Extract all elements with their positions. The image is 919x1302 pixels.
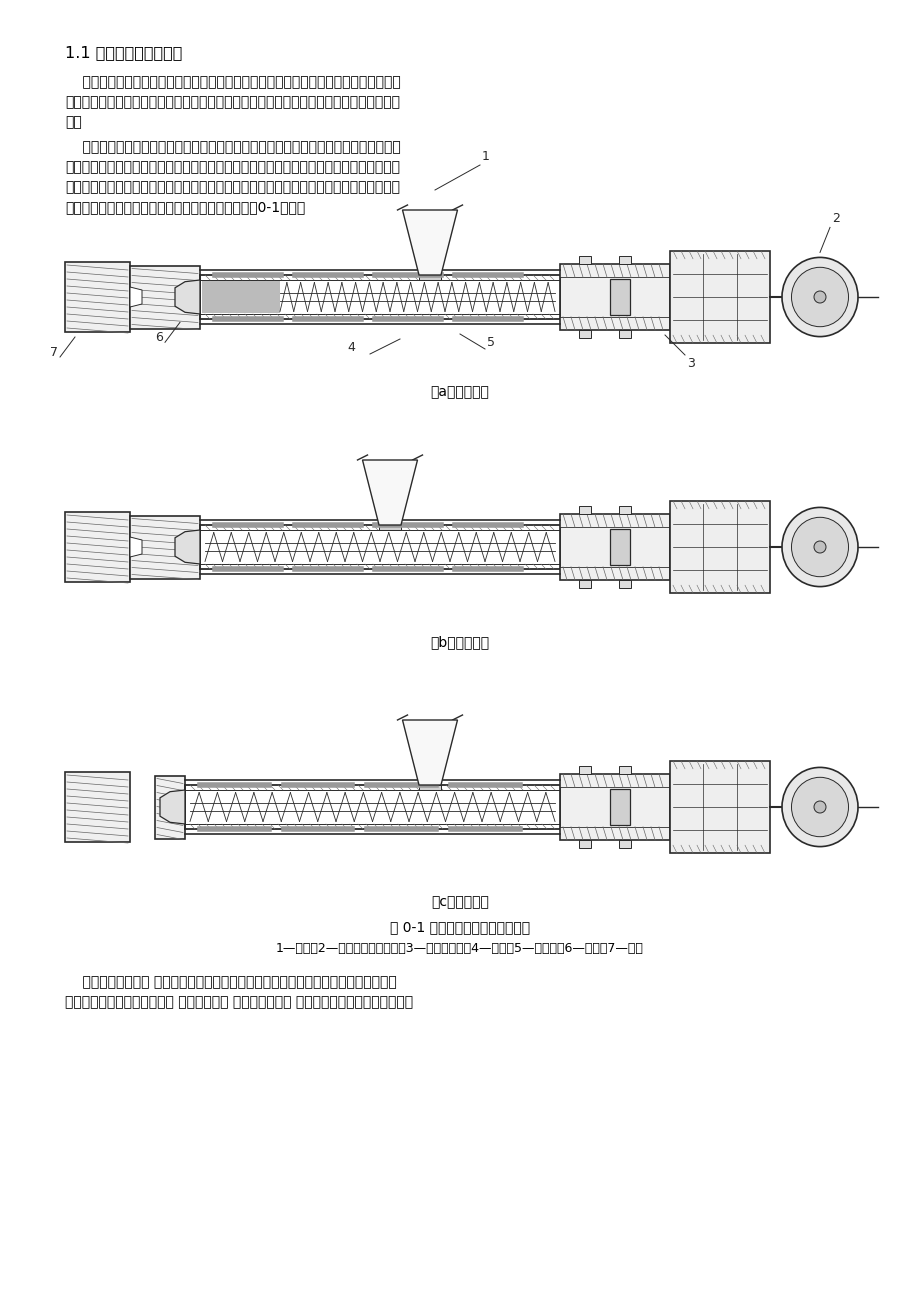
Bar — [154, 776, 185, 838]
Bar — [578, 506, 590, 514]
Bar — [669, 251, 769, 344]
Bar — [560, 264, 669, 329]
Text: 1.1 注射成型原理及特点: 1.1 注射成型原理及特点 — [65, 46, 182, 60]
Polygon shape — [175, 530, 199, 564]
Text: 有的热塑性塑料都可用此方法成型。近年来，注射成型已成功地用来成型某些热固性塑料制: 有的热塑性塑料都可用此方法成型。近年来，注射成型已成功地用来成型某些热固性塑料制 — [65, 95, 400, 109]
Bar — [130, 516, 199, 578]
Text: 件。: 件。 — [65, 115, 82, 129]
Polygon shape — [362, 460, 417, 525]
Bar — [610, 789, 630, 824]
Ellipse shape — [781, 258, 857, 337]
Text: （a）塑化阶段: （a）塑化阶段 — [430, 385, 489, 398]
Bar — [560, 277, 669, 316]
Polygon shape — [130, 286, 142, 307]
Ellipse shape — [781, 767, 857, 846]
Bar — [578, 579, 590, 589]
Text: 溶融塑化成为黏流态溶体，在注射机柱塞或螺杆的高压推动下，以很高的流速通过噴嘴，注: 溶融塑化成为黏流态溶体，在注射机柱塞或螺杆的高压推动下，以很高的流速通过噴嘴，注 — [65, 160, 400, 174]
Text: 注射成型的原理是将颗粒状态或粉状塑料从注射机的料斗送进加热的料筒中，经过加热: 注射成型的原理是将颗粒状态或粉状塑料从注射机的料斗送进加热的料筒中，经过加热 — [65, 141, 401, 154]
Text: 1: 1 — [482, 150, 489, 163]
Bar — [202, 281, 279, 312]
Text: 图 0-1 螺杆式注射机注射成型原理: 图 0-1 螺杆式注射机注射成型原理 — [390, 921, 529, 934]
Ellipse shape — [813, 292, 825, 303]
Ellipse shape — [790, 517, 847, 577]
Bar — [610, 279, 630, 315]
Polygon shape — [175, 280, 199, 314]
Bar — [560, 514, 669, 579]
Bar — [610, 529, 630, 565]
Text: 3: 3 — [686, 357, 694, 370]
Bar — [669, 501, 769, 594]
Ellipse shape — [813, 542, 825, 553]
Bar — [65, 512, 130, 582]
Ellipse shape — [790, 777, 847, 837]
Text: 4: 4 — [346, 341, 355, 354]
Bar — [560, 788, 669, 827]
Polygon shape — [160, 790, 185, 824]
Text: 6: 6 — [155, 331, 163, 344]
Text: 件；对各种塑料的适应性强； 生产效率高， 产品质量稳定， 易于实现自动化生产。所以，注: 件；对各种塑料的适应性强； 生产效率高， 产品质量稳定， 易于实现自动化生产。所… — [65, 995, 413, 1009]
Bar — [578, 256, 590, 264]
Bar — [578, 840, 590, 848]
Text: 注射成型又称注射模塑，是热塑性塑料制件的一种主要成型方法。除氟塑料外，几乎所: 注射成型又称注射模塑，是热塑性塑料制件的一种主要成型方法。除氟塑料外，几乎所 — [65, 76, 401, 89]
Bar — [418, 785, 440, 790]
Bar — [618, 329, 630, 339]
Text: （c）塑件脱模: （c）塑件脱模 — [431, 894, 488, 909]
Text: （b）注射阶段: （b）注射阶段 — [430, 635, 489, 648]
Bar — [578, 329, 590, 339]
Bar — [669, 760, 769, 853]
Bar — [618, 766, 630, 773]
Bar — [618, 579, 630, 589]
Text: 得成型塑件。这样就完成了一次注射工作循环，如图0-1所示。: 得成型塑件。这样就完成了一次注射工作循环，如图0-1所示。 — [65, 201, 305, 214]
Polygon shape — [130, 536, 142, 557]
Polygon shape — [403, 720, 457, 785]
Bar — [560, 773, 669, 840]
Text: 入模具型腔，经一定时间的保压冷却定型后可保持模具型腔所赋予的形状，然后开模分型获: 入模具型腔，经一定时间的保压冷却定型后可保持模具型腔所赋予的形状，然后开模分型获 — [65, 180, 400, 194]
Bar — [618, 840, 630, 848]
Text: 7: 7 — [50, 346, 58, 359]
Bar — [418, 275, 440, 280]
Polygon shape — [403, 210, 457, 275]
Bar — [618, 256, 630, 264]
Ellipse shape — [813, 801, 825, 812]
Bar — [65, 772, 130, 842]
Text: 注射成型的特点是 成型周期短，能一次成型外形复杂、尺寸精密、带有嵌件的塑料制: 注射成型的特点是 成型周期短，能一次成型外形复杂、尺寸精密、带有嵌件的塑料制 — [65, 975, 396, 990]
Bar — [560, 527, 669, 566]
Text: 1—料斗；2—螺杆转动传动装置；3—注射液压缸；4—螺杆；5—加热器；6—噴嘴；7—模具: 1—料斗；2—螺杆转动传动装置；3—注射液压缸；4—螺杆；5—加热器；6—噴嘴；… — [276, 943, 643, 954]
Bar — [578, 766, 590, 773]
Bar — [618, 506, 630, 514]
Text: 2: 2 — [831, 212, 839, 225]
Bar — [379, 525, 401, 530]
Ellipse shape — [790, 267, 847, 327]
Bar — [130, 266, 199, 328]
Ellipse shape — [781, 508, 857, 587]
Text: 5: 5 — [486, 336, 494, 349]
Bar — [65, 262, 130, 332]
